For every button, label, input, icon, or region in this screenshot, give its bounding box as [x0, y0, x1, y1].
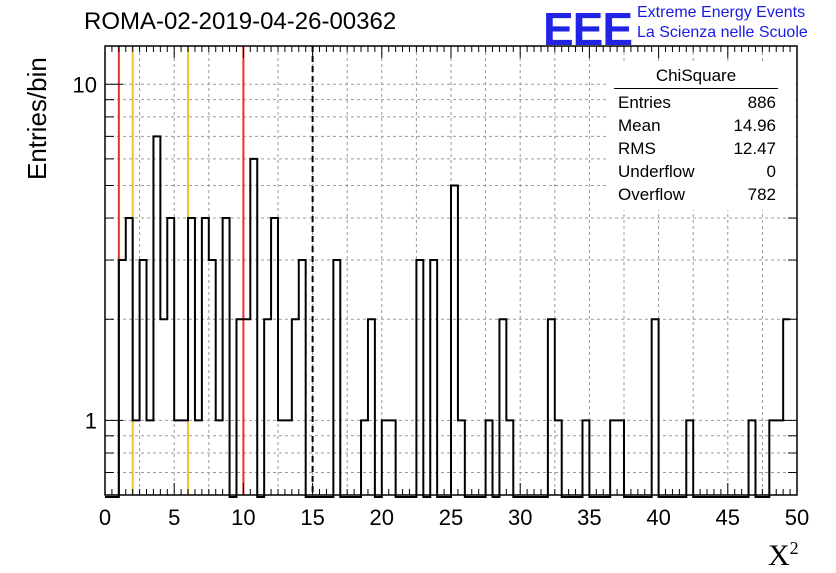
stats-value: 886	[747, 93, 776, 112]
x-axis-label-exponent: 2	[789, 538, 799, 558]
x-tick-label: 50	[785, 505, 809, 530]
x-tick-label: 15	[300, 505, 324, 530]
y-tick-label: 1	[85, 408, 97, 433]
stats-title: ChiSquare	[614, 66, 778, 89]
x-tick-label: 10	[231, 505, 255, 530]
x-axis-label-base: X	[768, 539, 790, 572]
stats-value: 782	[747, 185, 776, 204]
stats-value: 12.47	[733, 139, 776, 158]
stats-label: Entries	[618, 93, 671, 112]
logo-tagline-2: La Scienza nelle Scuole	[637, 24, 808, 41]
x-tick-label: 20	[370, 505, 394, 530]
x-tick-label: 30	[508, 505, 532, 530]
eee-logo: EEE	[543, 3, 633, 55]
stats-value: 14.96	[733, 116, 776, 135]
stats-row-rms: RMS 12.47	[610, 137, 796, 160]
stats-label: RMS	[618, 139, 656, 158]
logo-tagline-1: Extreme Energy Events	[637, 4, 806, 21]
x-tick-label: 25	[439, 505, 463, 530]
y-axis-label: Entries/bin	[22, 57, 52, 180]
stats-background	[608, 62, 796, 210]
stats-label: Overflow	[618, 185, 686, 204]
histogram-series	[105, 135, 791, 498]
y-tick-label: 10	[73, 72, 97, 97]
stats-label: Underflow	[618, 162, 695, 181]
stats-row-underflow: Underflow 0	[610, 160, 796, 183]
stats-label: Mean	[618, 116, 661, 135]
x-tick-label: 5	[168, 505, 180, 530]
run-title: ROMA-02-2019-04-26-00362	[84, 8, 397, 35]
stats-row-entries: Entries 886	[610, 91, 796, 114]
x-tick-label: 45	[716, 505, 740, 530]
stats-box: ChiSquare Entries 886 Mean 14.96 RMS 12.…	[610, 66, 796, 206]
stats-value: 0	[766, 162, 776, 181]
stats-row-mean: Mean 14.96	[610, 114, 796, 137]
x-tick-label: 40	[646, 505, 670, 530]
x-tick-label: 35	[577, 505, 601, 530]
x-axis-label: X2	[768, 538, 799, 573]
stats-row-overflow: Overflow 782	[610, 183, 796, 206]
x-tick-label: 0	[99, 505, 111, 530]
